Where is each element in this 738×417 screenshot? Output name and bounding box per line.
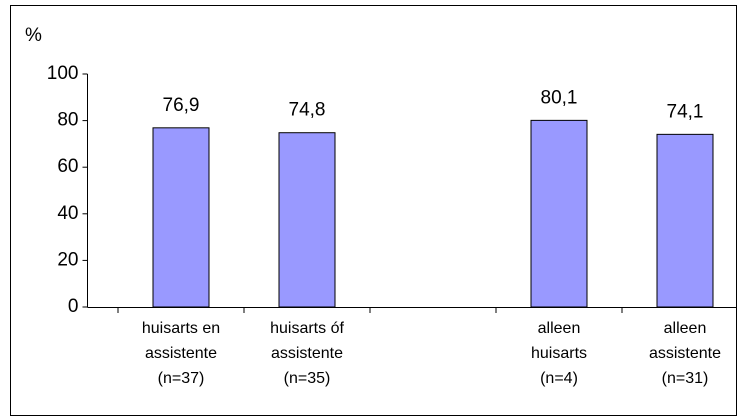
- y-tick-label: 100: [47, 63, 79, 84]
- x-tick-label-line: assistente: [271, 345, 343, 362]
- x-tick-label-line: (n=31): [662, 370, 709, 387]
- y-tick-label: 60: [57, 156, 78, 177]
- x-tick-label-line: (n=4): [540, 370, 578, 387]
- x-tick-label-line: huisarts: [531, 345, 587, 362]
- y-tick-label: 20: [57, 249, 78, 270]
- x-tick-label: huisarts en assistente (n=37): [142, 320, 220, 387]
- x-tick-label: huisarts óf assistente (n=35): [270, 320, 344, 387]
- bar: [278, 132, 336, 308]
- data-label: 76,9: [163, 95, 200, 116]
- x-tick-label-line: assistente: [649, 345, 721, 362]
- x-tick-label-line: assistente: [145, 345, 217, 362]
- data-label: 74,8: [289, 100, 326, 121]
- y-tick-label: 40: [57, 203, 78, 224]
- y-tick-label: 80: [57, 110, 78, 131]
- x-tick-label-line: huisarts óf: [270, 320, 344, 337]
- y-tick-label: 0: [68, 296, 79, 317]
- x-tick-label-line: huisarts en: [142, 320, 220, 337]
- x-tick-label-line: alleen: [538, 320, 581, 337]
- chart-frame: [10, 5, 737, 416]
- x-tick-label: alleen huisarts (n=4): [531, 320, 587, 387]
- x-tick-label-line: alleen: [664, 320, 707, 337]
- bar: [152, 127, 210, 308]
- x-tick-label-line: (n=37): [158, 370, 205, 387]
- data-label: 80,1: [541, 87, 578, 108]
- data-label: 74,1: [667, 101, 704, 122]
- y-axis-label: %: [25, 25, 42, 46]
- bar: [530, 119, 588, 308]
- x-tick-label-line: (n=35): [284, 370, 331, 387]
- bar: [656, 133, 714, 308]
- x-tick-label: alleen assistente (n=31): [649, 320, 721, 387]
